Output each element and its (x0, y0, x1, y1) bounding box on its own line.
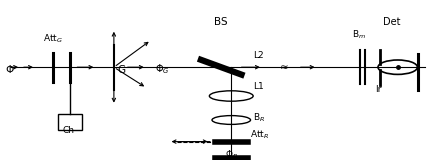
Text: Ir: Ir (375, 85, 382, 94)
Text: Φ$_R$: Φ$_R$ (225, 148, 238, 160)
Text: Ch: Ch (62, 126, 74, 135)
Text: BS: BS (214, 17, 227, 27)
Text: Φ$_G$: Φ$_G$ (155, 63, 170, 76)
Text: Att$_R$: Att$_R$ (250, 129, 269, 141)
Text: B$_R$: B$_R$ (253, 111, 265, 124)
Text: $\approx$: $\approx$ (277, 61, 288, 71)
Bar (58, 114, 82, 130)
Text: Att$_G$: Att$_G$ (43, 32, 63, 45)
Text: Φ: Φ (5, 65, 14, 75)
Text: G: G (117, 65, 126, 75)
Text: L1: L1 (253, 82, 264, 91)
Text: B$_m$: B$_m$ (352, 29, 366, 41)
Text: L2: L2 (253, 52, 264, 60)
Text: Det: Det (383, 17, 401, 27)
